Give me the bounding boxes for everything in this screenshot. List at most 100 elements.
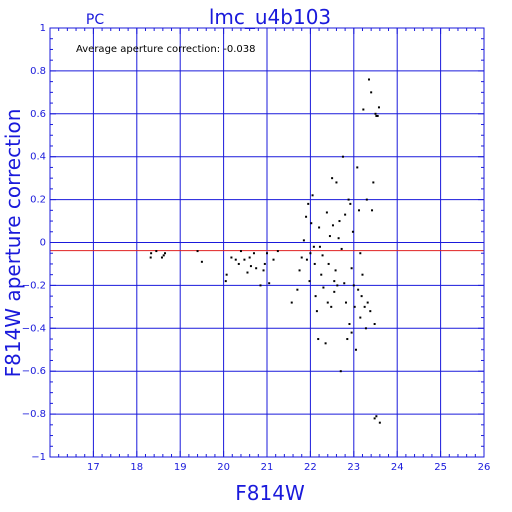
data-point [350, 267, 353, 270]
data-point [308, 280, 311, 283]
chart-subtitle: PC [86, 12, 104, 28]
data-point [359, 252, 362, 255]
y-tick-label: 0.2 [30, 195, 46, 206]
data-point [357, 288, 360, 291]
data-points [149, 78, 381, 424]
y-tick-label: −0.2 [22, 280, 46, 291]
data-point [351, 230, 354, 233]
data-point [321, 254, 324, 257]
x-tick-label: 24 [391, 462, 404, 473]
data-point [340, 247, 343, 250]
data-point [356, 166, 359, 169]
data-point [259, 284, 262, 287]
data-point [230, 256, 233, 259]
data-point [318, 245, 321, 248]
data-point [326, 301, 329, 304]
y-axis-label: F814W aperture correction [1, 109, 25, 378]
x-tick-label: 23 [347, 462, 360, 473]
chart-title: lmc_u4b103 [209, 5, 331, 29]
data-point [290, 301, 293, 304]
data-point [237, 262, 240, 265]
data-point [266, 252, 268, 255]
data-point [249, 265, 252, 268]
y-tick-label: 0.6 [30, 109, 46, 120]
y-tick-label: 1 [40, 23, 46, 34]
data-point [268, 282, 271, 285]
data-point [305, 258, 308, 261]
x-tick-label: 18 [130, 462, 143, 473]
data-point [315, 310, 318, 313]
data-point [150, 252, 153, 255]
data-point [362, 108, 365, 111]
data-point [360, 295, 363, 298]
data-point [239, 250, 242, 253]
data-point [328, 235, 331, 238]
data-point [349, 202, 352, 205]
data-point [363, 305, 366, 308]
data-point [322, 286, 325, 289]
data-point [234, 258, 237, 261]
data-point [347, 198, 350, 201]
data-point [366, 301, 369, 304]
data-point [333, 290, 336, 293]
data-point [337, 237, 340, 240]
data-point [160, 256, 163, 259]
x-tick-label: 19 [174, 462, 187, 473]
data-point [296, 288, 299, 291]
data-point [164, 252, 167, 255]
data-point [375, 114, 378, 117]
data-point [377, 106, 380, 109]
data-point [311, 194, 314, 197]
x-tick-label: 21 [261, 462, 274, 473]
data-point [327, 262, 330, 265]
data-point [344, 301, 347, 304]
data-point [350, 331, 353, 334]
data-point [224, 280, 227, 283]
data-point [354, 348, 357, 351]
data-point [263, 262, 266, 265]
data-point [375, 415, 378, 418]
data-point [336, 284, 339, 287]
data-point [358, 209, 361, 212]
data-point [246, 271, 249, 274]
data-point [338, 220, 341, 223]
y-tick-label: 0.4 [30, 152, 46, 163]
data-point [248, 256, 251, 259]
data-point [310, 222, 313, 225]
data-point [331, 177, 334, 180]
data-point [378, 421, 381, 424]
data-point [364, 327, 367, 330]
data-point [330, 305, 333, 308]
x-tick-label: 20 [217, 462, 230, 473]
data-point [320, 273, 323, 276]
data-point [359, 316, 362, 319]
data-point [255, 267, 258, 270]
data-point [309, 252, 312, 255]
x-tick-label: 25 [434, 462, 447, 473]
data-point [200, 260, 203, 263]
data-point [339, 370, 342, 373]
data-point [314, 295, 317, 298]
x-tick-label: 17 [87, 462, 100, 473]
data-point [335, 181, 338, 184]
data-point [369, 310, 372, 313]
data-point [373, 323, 376, 326]
y-tick-label: −1 [31, 452, 46, 463]
y-tick-label: −0.4 [22, 323, 46, 334]
data-point [374, 112, 377, 115]
y-tick-label: −0.6 [22, 366, 46, 377]
data-point [312, 245, 315, 248]
data-point [325, 211, 328, 214]
data-point [341, 155, 344, 158]
data-point [324, 342, 327, 345]
x-tick-labels: 17 18 19 20 21 22 23 24 25 26 [87, 462, 490, 473]
data-point [307, 202, 310, 205]
data-point [243, 258, 246, 261]
data-point [276, 250, 279, 253]
data-point [334, 269, 337, 272]
data-point [352, 284, 355, 287]
data-point [225, 273, 228, 276]
data-point [376, 114, 379, 117]
data-point [300, 256, 303, 259]
